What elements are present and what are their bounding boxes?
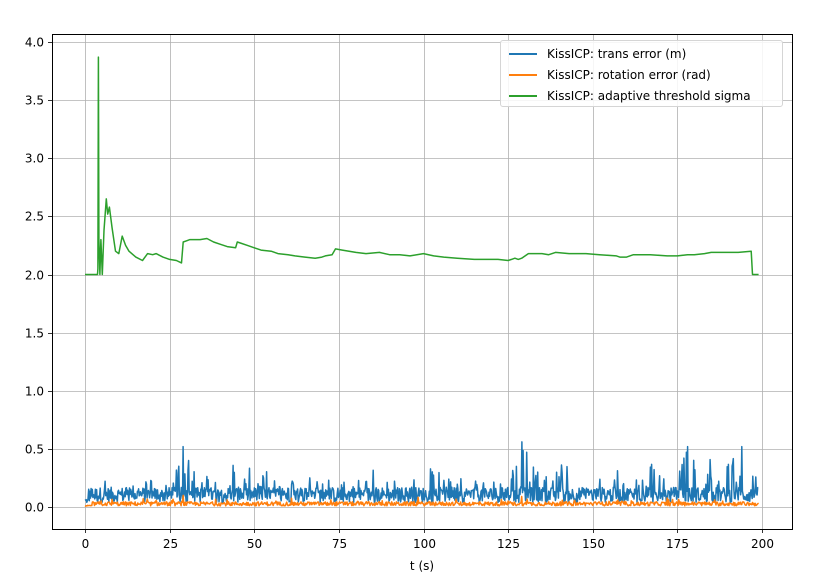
y-tick-label: 4.0 (25, 36, 44, 50)
legend-item-threshold-sigma: KissICP: adaptive threshold sigma (507, 85, 776, 106)
series-threshold-sigma-line (85, 56, 759, 276)
legend-label: KissICP: adaptive threshold sigma (547, 88, 751, 103)
x-tick-label: 50 (247, 537, 262, 551)
legend-item-trans-error: KissICP: trans error (m) (507, 43, 776, 64)
x-tick-label: 125 (497, 537, 520, 551)
axes-frame (52, 34, 793, 530)
x-axis-label: t (s) (410, 559, 434, 573)
x-tick-label: 100 (413, 537, 436, 551)
plot-series (84, 56, 759, 507)
x-tick-label: 25 (163, 537, 178, 551)
x-tick-label: 150 (582, 537, 605, 551)
y-axis-ticks: 0.0 0.5 1.0 1.5 2.0 2.5 3.0 3.5 4.0 (25, 36, 52, 515)
series-rotation-error-line (84, 494, 759, 507)
y-tick-label: 0.0 (25, 501, 44, 515)
y-tick-label: 2.0 (25, 269, 44, 283)
y-tick-label: 2.5 (25, 210, 44, 224)
x-tick-label: 0 (82, 537, 90, 551)
y-tick-label: 1.5 (25, 327, 44, 341)
y-tick-label: 3.5 (25, 94, 44, 108)
legend-label: KissICP: trans error (m) (547, 46, 687, 61)
y-tick-label: 3.0 (25, 152, 44, 166)
legend-swatch-orange-line-icon (509, 73, 537, 76)
y-tick-label: 0.5 (25, 443, 44, 457)
x-tick-label: 75 (332, 537, 347, 551)
series-trans-error-line (84, 441, 759, 504)
grid-lines (53, 35, 792, 529)
legend: KissICP: trans error (m) KissICP: rotati… (500, 40, 783, 107)
y-tick-label: 1.0 (25, 385, 44, 399)
legend-swatch-green-line-icon (509, 94, 537, 97)
legend-item-rotation-error: KissICP: rotation error (rad) (507, 64, 776, 85)
legend-label: KissICP: rotation error (rad) (547, 67, 711, 82)
x-axis-ticks: 0 25 50 75 100 125 150 175 200 (82, 529, 774, 551)
x-tick-label: 175 (666, 537, 689, 551)
legend-swatch-blue-line-icon (509, 52, 537, 55)
x-tick-label: 200 (751, 537, 774, 551)
